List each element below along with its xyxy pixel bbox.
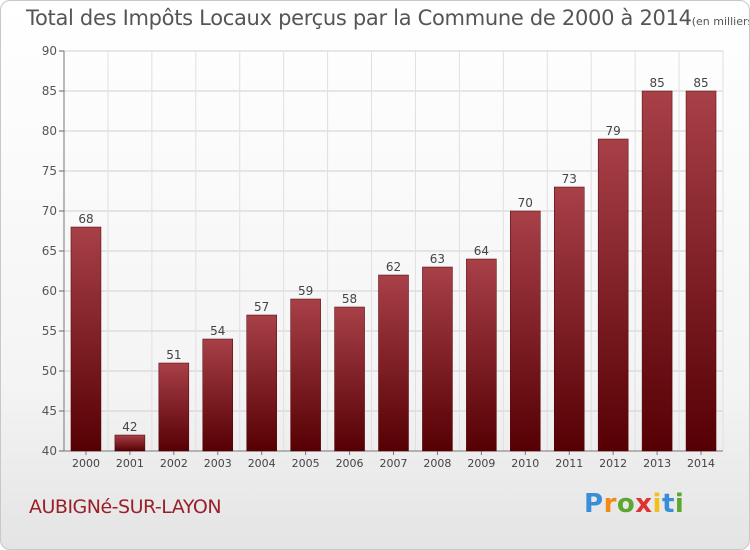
logo-letter: P: [584, 489, 604, 519]
bar: [553, 186, 585, 452]
commune-name: AUBIGNé-SUR-LAYON: [29, 496, 222, 518]
bar-value-label: 70: [518, 196, 533, 210]
logo-letter: i: [652, 489, 662, 519]
bar: [334, 306, 365, 452]
x-tick-label: 2005: [292, 457, 320, 470]
y-tick-label: 90: [42, 44, 57, 58]
chart-title: Total des Impôts Locaux perçus par la Co…: [26, 6, 750, 30]
bar-value-label: 57: [254, 300, 269, 314]
bar: [202, 338, 234, 452]
y-tick-label: 60: [42, 284, 57, 298]
bar: [685, 90, 717, 452]
bar-value-label: 62: [386, 260, 401, 274]
bar: [158, 362, 190, 452]
x-tick-label: 2008: [423, 457, 451, 470]
x-tick-label: 2013: [643, 457, 671, 470]
bar: [422, 266, 453, 452]
bar: [597, 138, 629, 452]
y-tick-label: 55: [42, 324, 57, 338]
y-tick-label: 85: [42, 84, 57, 98]
bar-value-label: 59: [298, 284, 313, 298]
y-tick-label: 50: [42, 364, 57, 378]
chart-title-text: Total des Impôts Locaux perçus par la Co…: [26, 6, 692, 30]
bar: [641, 90, 673, 452]
y-tick-label: 65: [42, 244, 57, 258]
bar-value-label: 63: [430, 252, 445, 266]
y-tick-label: 40: [42, 444, 57, 458]
bar-value-label: 85: [693, 76, 708, 90]
y-tick-label: 45: [42, 404, 57, 418]
y-tick-label: 70: [42, 204, 57, 218]
bar: [246, 314, 277, 452]
bar-value-label: 79: [606, 124, 621, 138]
logo-letter: x: [635, 489, 653, 519]
x-tick-label: 2014: [687, 457, 715, 470]
x-tick-label: 2003: [204, 457, 232, 470]
proxiti-logo[interactable]: Proxiti: [584, 489, 684, 519]
logo-letter: o: [616, 489, 636, 519]
bar: [114, 434, 146, 452]
y-tick-label: 80: [42, 124, 57, 138]
bar: [290, 298, 321, 452]
x-tick-label: 2002: [160, 457, 188, 470]
logo-letter: t: [661, 489, 675, 519]
logo-letter: i: [674, 489, 685, 519]
bar: [378, 274, 409, 452]
bar-value-label: 73: [562, 172, 577, 186]
x-tick-label: 2004: [248, 457, 276, 470]
chart-unit: (en milliers d'€): [691, 15, 750, 28]
x-tick-label: 2000: [72, 457, 100, 470]
x-tick-label: 2006: [336, 457, 364, 470]
y-tick-label: 75: [42, 164, 57, 178]
bar: [466, 258, 497, 452]
bar-value-label: 68: [78, 212, 93, 226]
bar-value-label: 58: [342, 292, 357, 306]
bar-value-label: 64: [474, 244, 489, 258]
bar-value-label: 42: [122, 420, 137, 434]
x-tick-label: 2012: [599, 457, 627, 470]
x-tick-label: 2010: [511, 457, 539, 470]
logo-letter: r: [603, 489, 617, 519]
x-tick-label: 2011: [555, 457, 583, 470]
bar-value-label: 85: [649, 76, 664, 90]
x-tick-label: 2009: [467, 457, 495, 470]
bar: [510, 210, 541, 452]
x-tick-label: 2001: [116, 457, 144, 470]
bar: [70, 226, 102, 452]
x-tick-label: 2007: [380, 457, 408, 470]
bar-value-label: 54: [210, 324, 225, 338]
bar-value-label: 51: [166, 348, 181, 362]
